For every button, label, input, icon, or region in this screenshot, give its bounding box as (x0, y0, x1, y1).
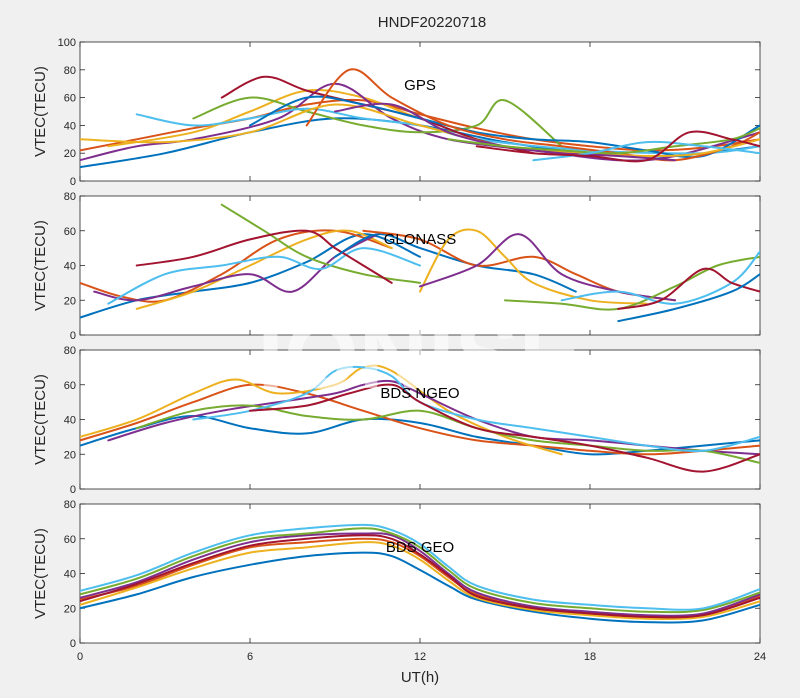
x-tick-label: 6 (247, 651, 253, 663)
panel-label: GLONASS (384, 231, 457, 248)
y-axis-label: VTEC(TECU) (32, 528, 49, 619)
x-tick-label: 18 (584, 651, 596, 663)
y-tick-label: 80 (64, 191, 76, 203)
panel-label: BDS GEO (386, 539, 454, 556)
figure-title: HNDF20220718 (378, 14, 486, 31)
y-tick-label: 80 (64, 65, 76, 77)
y-tick-label: 20 (64, 148, 76, 160)
y-axis-label: VTEC(TECU) (32, 220, 49, 311)
y-tick-label: 40 (64, 415, 76, 427)
series-line-6 (249, 383, 760, 473)
y-tick-label: 100 (58, 37, 76, 49)
panel-label: BDS NGEO (380, 385, 459, 402)
panel-1: 0 20 40 60 80 VTEC(TECU) GLONASS (32, 191, 761, 342)
series-line-2 (80, 541, 760, 621)
series-line-4 (192, 96, 563, 148)
y-tick-label: 80 (64, 499, 76, 511)
series-line-0 (80, 551, 760, 624)
series-line-13 (475, 130, 760, 163)
series-line-5 (107, 247, 421, 305)
series-group (80, 68, 760, 169)
series-line-3 (80, 532, 760, 617)
series-line-6 (135, 229, 393, 284)
y-tick-label: 60 (64, 93, 76, 105)
series-line-12 (560, 250, 760, 305)
y-tick-label: 0 (70, 330, 76, 342)
panel-0: 0 20 40 60 80 100 VTEC(TECU) GPS (32, 37, 761, 188)
series-line-1 (80, 383, 760, 456)
series-line-4 (135, 404, 760, 464)
x-tick-label: 0 (77, 651, 83, 663)
panel-2: 0 20 40 60 80 VTEC(TECU) BDS NGEO (32, 345, 761, 496)
series-line-9 (419, 228, 648, 305)
y-tick-label: 20 (64, 295, 76, 307)
series-line-9 (80, 103, 760, 157)
series-line-6 (80, 534, 760, 619)
y-tick-label: 0 (70, 638, 76, 650)
y-tick-label: 60 (64, 226, 76, 238)
series-line-7 (334, 233, 577, 293)
y-tick-label: 40 (64, 120, 76, 132)
series-group (80, 364, 760, 473)
series-line-4 (80, 527, 760, 614)
series-line-14 (617, 273, 760, 323)
series-line-8 (305, 68, 760, 162)
y-tick-label: 60 (64, 380, 76, 392)
series-group (80, 523, 760, 624)
series-group (80, 203, 760, 323)
y-tick-label: 0 (70, 176, 76, 188)
y-tick-label: 0 (70, 484, 76, 496)
y-tick-label: 80 (64, 345, 76, 357)
x-tick-label: 24 (754, 651, 766, 663)
y-tick-label: 20 (64, 603, 76, 615)
series-line-5 (80, 523, 760, 611)
x-tick-label: 12 (414, 651, 426, 663)
panel-3: 0 20 40 60 80 0 6 12 18 24 VTEC(TECU) BDS GEO (32, 499, 766, 663)
series-line-2 (80, 364, 563, 456)
panel-label: GPS (404, 77, 436, 94)
y-tick-label: 40 (64, 569, 76, 581)
y-axis-label: VTEC(TECU) (32, 66, 49, 157)
x-axis-label: UT(h) (401, 669, 439, 686)
watermark-text: IONISE (257, 302, 582, 409)
y-tick-label: 20 (64, 449, 76, 461)
plot-area (79, 503, 761, 644)
y-axis-label: VTEC(TECU) (32, 374, 49, 465)
series-line-2 (135, 229, 393, 310)
y-tick-label: 60 (64, 534, 76, 546)
y-tick-label: 40 (64, 261, 76, 273)
